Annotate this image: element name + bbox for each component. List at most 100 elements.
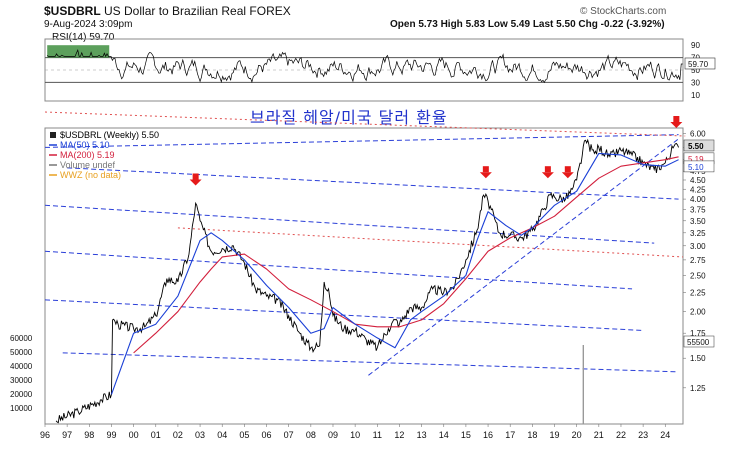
legend-entry: $USDBRL (Weekly) 5.50 [60, 130, 159, 140]
x-tick-label: 16 [483, 430, 493, 440]
price-tick-label: 3.75 [690, 206, 706, 215]
price-tick-label: 2.75 [690, 256, 706, 265]
x-tick-label: 09 [328, 430, 338, 440]
x-tick-label: 01 [151, 430, 161, 440]
red-arrow-icon [670, 116, 683, 128]
price-tick-label: 4.25 [690, 185, 706, 194]
legend-swatch [50, 132, 56, 138]
price-tick-label: 1.75 [690, 329, 706, 338]
price-value-label: 5.50 [688, 142, 704, 151]
x-tick-label: 19 [550, 430, 560, 440]
red-trend-line [44, 111, 686, 137]
x-tick-label: 98 [84, 430, 94, 440]
x-tick-label: 22 [616, 430, 626, 440]
x-tick-label: 13 [417, 430, 427, 440]
change-values: Chg -0.22 (-3.92%) [578, 19, 665, 30]
x-tick-label: 00 [129, 430, 139, 440]
rsi-tick-label: 10 [691, 91, 700, 100]
rsi-tick-label: 30 [691, 78, 700, 87]
red-arrow-icon [479, 166, 492, 179]
x-tick-label: 18 [527, 430, 537, 440]
volume-tick-label: 20000 [10, 390, 33, 399]
rsi-value-box [684, 57, 716, 70]
price-tick-label: 6.00 [690, 129, 706, 138]
price-tick-label: 1.25 [690, 384, 706, 393]
red-arrow-icon [561, 166, 574, 179]
rsi-line [47, 48, 683, 84]
price-line [55, 138, 679, 424]
volume-tick-label: 50000 [10, 348, 33, 357]
legend-entry: WWZ (no data) [60, 170, 121, 180]
x-tick-label: 21 [594, 430, 604, 440]
ma200-line [133, 156, 679, 354]
price-tick-label: 2.25 [690, 288, 706, 297]
x-tick-label: 10 [350, 430, 360, 440]
blue-trend-line [62, 352, 677, 373]
volume-tick-label: 40000 [10, 362, 33, 371]
red-trend-line [177, 227, 684, 258]
blue-trend-line [67, 167, 679, 200]
volume-tick-label: 30000 [10, 376, 33, 385]
price-tick-label: 2.50 [690, 271, 706, 280]
blue-trend-line [44, 299, 644, 331]
x-tick-label: 23 [638, 430, 648, 440]
rsi-tick-label: 90 [691, 41, 700, 50]
x-tick-label: 05 [239, 430, 249, 440]
volume-tick-label: 60000 [10, 334, 33, 343]
blue-trend-line [368, 138, 679, 376]
instrument-name: US Dollar to Brazilian Real [104, 4, 247, 18]
x-tick-label: 17 [505, 430, 515, 440]
x-tick-label: 24 [660, 430, 670, 440]
x-tick-label: 15 [461, 430, 471, 440]
price-tick-label: 2.00 [690, 308, 706, 317]
x-tick-label: 12 [394, 430, 404, 440]
price-tick-label: 4.50 [690, 176, 706, 185]
korean-title: 브라질 헤알/미국 달러 환율 [250, 108, 448, 127]
blue-trend-line [44, 204, 655, 244]
copyright: © StockCharts.com [580, 6, 667, 17]
x-tick-label: 04 [217, 430, 227, 440]
x-tick-label: 20 [572, 430, 582, 440]
volume-tick-label: 10000 [10, 404, 33, 413]
market: FOREX [249, 4, 291, 18]
red-arrow-icon [189, 173, 202, 186]
chart-header: $USDBRL US Dollar to Brazilian Real FORE… [44, 4, 291, 18]
ma50-line [110, 152, 679, 395]
price-tick-label: 1.50 [690, 354, 706, 363]
price-tick-label: 3.25 [690, 229, 706, 238]
price-tick-label: 4.00 [690, 195, 706, 204]
x-tick-label: 14 [439, 430, 449, 440]
x-tick-label: 99 [106, 430, 116, 440]
date-label: 9-Aug-2024 3:09pm [44, 19, 133, 30]
rsi-legend: RSI(14) 59.70 [52, 32, 115, 43]
price-value-label: 5.19 [688, 155, 704, 164]
price-panel-frame [44, 127, 684, 425]
price-value-box [683, 139, 715, 152]
price-tick-label: 3.00 [690, 242, 706, 251]
red-arrow-icon [541, 166, 554, 179]
x-tick-label: 06 [262, 430, 272, 440]
legend-entry: Volume undef [60, 160, 116, 170]
volume-value-box [683, 335, 715, 348]
legend-entry: MA(200) 5.19 [60, 150, 115, 160]
volume-value-label: 55500 [687, 338, 710, 347]
price-tick-label: 3.50 [690, 217, 706, 226]
x-tick-label: 11 [373, 430, 382, 440]
x-tick-label: 02 [173, 430, 183, 440]
blue-trend-line [44, 134, 679, 148]
x-tick-label: 97 [62, 430, 72, 440]
price-value-label: 5.10 [688, 163, 704, 172]
blue-trend-line [44, 250, 633, 290]
legend-entry: MA(50) 5.10 [60, 140, 110, 150]
x-tick-label: 03 [195, 430, 205, 440]
x-tick-label: 08 [306, 430, 316, 440]
ohlc-readout: Open 5.73 High 5.83 Low 5.49 Last 5.50 C… [390, 19, 665, 30]
symbol: $USDBRL [44, 4, 101, 18]
price-value-box [683, 160, 715, 173]
ohlc-values: Open 5.73 High 5.83 Low 5.49 Last 5.50 [390, 19, 576, 30]
x-tick-label: 96 [40, 430, 50, 440]
x-tick-label: 07 [284, 430, 294, 440]
rsi-value-label: 59.70 [688, 60, 709, 69]
